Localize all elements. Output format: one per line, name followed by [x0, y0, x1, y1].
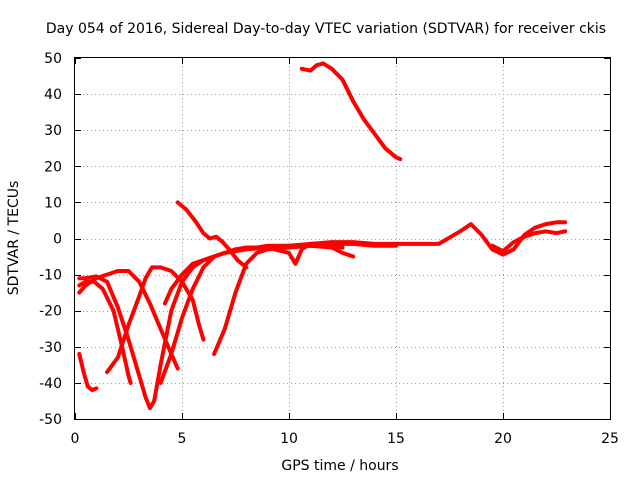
- x-tick-label: 15: [387, 431, 405, 447]
- series-line-s1: [77, 352, 99, 393]
- series-line-s4: [77, 269, 180, 371]
- x-tick-label: 10: [280, 431, 298, 447]
- series-line-s8: [212, 243, 356, 356]
- y-tick-label: -30: [39, 340, 62, 356]
- series-line-s10: [299, 61, 403, 162]
- y-tick-label: 10: [44, 195, 62, 211]
- series-layer: [77, 61, 568, 411]
- x-tick-label: 0: [71, 431, 80, 447]
- y-tick-label: 30: [44, 123, 62, 139]
- series-line-s11: [490, 229, 568, 254]
- grid: [75, 58, 610, 419]
- series-line-s9: [175, 200, 249, 270]
- chart-title: Day 054 of 2016, Sidereal Day-to-day VTE…: [46, 21, 606, 37]
- series-line-s3: [77, 279, 133, 385]
- y-tick-label: -20: [39, 304, 62, 320]
- y-tick-label: -10: [39, 268, 62, 284]
- y-tick-label: 40: [44, 87, 62, 103]
- plot-frame: [74, 57, 611, 420]
- x-tick-label: 20: [494, 431, 512, 447]
- series-line-s5: [105, 265, 206, 375]
- y-tick-label: 20: [44, 159, 62, 175]
- axis-ticks: [75, 58, 611, 420]
- y-tick-label: 50: [44, 51, 62, 67]
- x-tick-label: 5: [178, 431, 187, 447]
- y-tick-label: -50: [39, 412, 62, 428]
- y-tick-label: 0: [53, 232, 62, 248]
- series-line-s7: [162, 220, 568, 306]
- y-axis-label: SDTVAR / TECUs: [6, 181, 22, 296]
- x-tick-label: 25: [601, 431, 619, 447]
- tick-labels: 0 5 10 15 20 25 -50 -40 -30 -20 -10 0 10 20 30 40 50: [39, 51, 619, 447]
- y-tick-label: -40: [39, 376, 62, 392]
- x-axis-label: GPS time / hours: [281, 458, 398, 474]
